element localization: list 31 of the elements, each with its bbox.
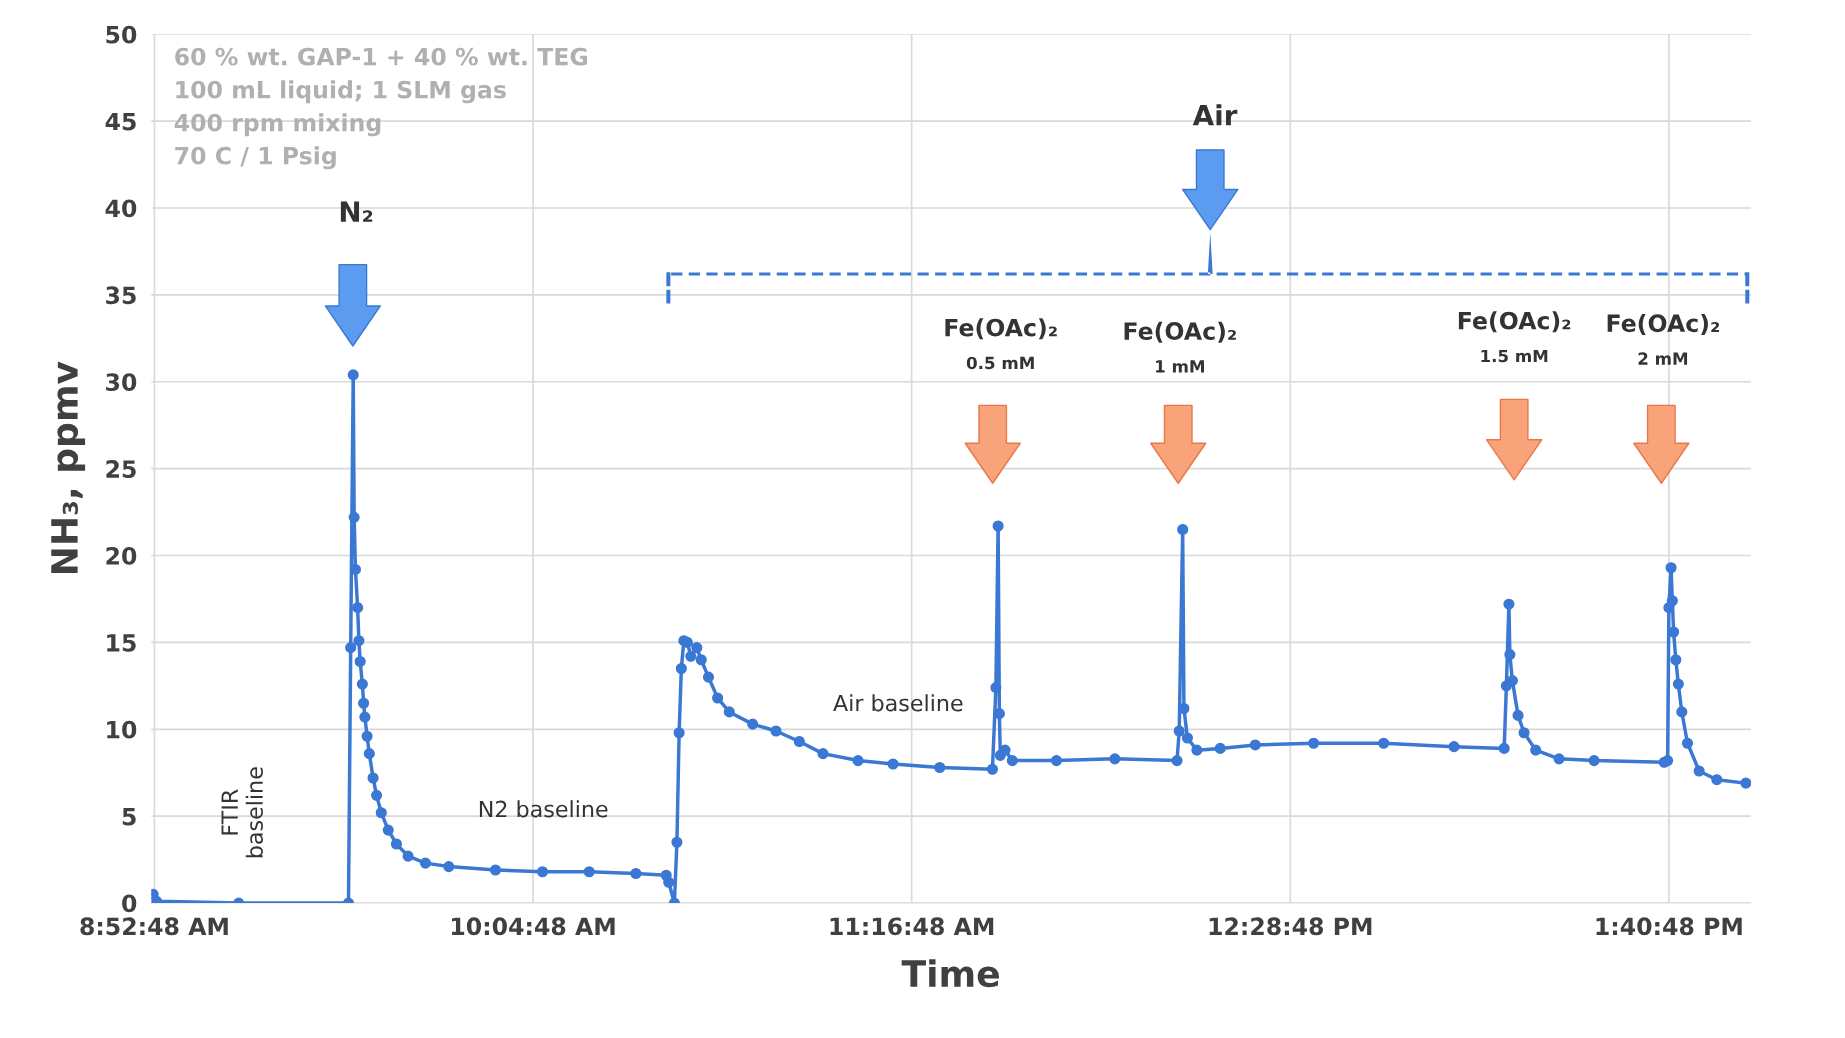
y-tick-label: 35 [106,286,136,305]
annotation: Air baseline [833,694,963,712]
y-tick-label: 0 [122,894,137,913]
annotation: FTIR baseline [221,767,263,858]
x-axis-title: Time [901,959,999,988]
x-tick-label: 1:40:48 PM [1596,917,1742,936]
annotation: N₂ [340,201,373,222]
x-tick-label: 8:52:48 AM [80,917,228,936]
y-tick-label: 50 [106,25,137,44]
y-tick-label: 20 [106,546,137,565]
x-tick-label: 12:28:48 PM [1209,917,1372,936]
y-tick-label: 25 [106,460,136,478]
y-tick-label: 5 [122,807,136,826]
y-tick-label: 15 [107,634,136,652]
x-tick-label: 11:16:48 AM [830,917,994,936]
annotation: 400 rpm mixing [174,113,381,137]
y-tick-label: 10 [107,720,137,739]
annotation: Air [1192,104,1238,126]
y-tick-label: 45 [105,112,136,131]
y-axis-title: NH₃, ppmv [51,361,86,574]
annotation: 60 % wt. GAP-1 + 40 % wt. TEG [175,47,588,66]
annotation: Fe(OAc)₂ 0.5 mM [945,318,1057,370]
x-tick-label: 10:04:48 AM [452,917,615,936]
annotation: Fe(OAc)₂ 1.5 mM [1458,311,1571,363]
annotation: 100 mL liquid; 1 SLM gas [176,80,506,104]
annotation: Fe(OAc)₂ 1 mM [1124,321,1236,373]
annotation: N2 baseline [479,800,608,818]
y-tick-label: 30 [106,373,137,392]
annotation: 70 C / 1 Psig [175,146,336,170]
annotation: Fe(OAc)₂ 2 mM [1607,313,1720,365]
y-tick-label: 40 [105,199,137,218]
